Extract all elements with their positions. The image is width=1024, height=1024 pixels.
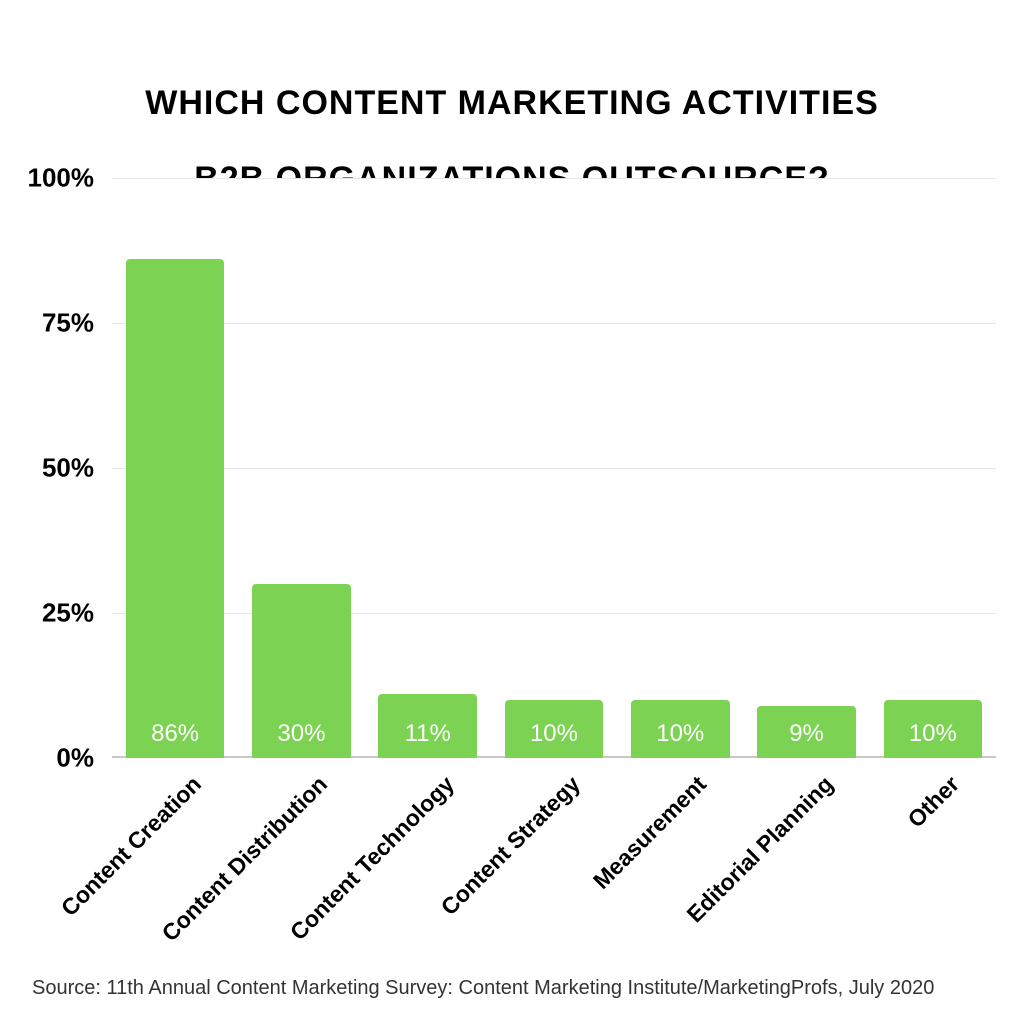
- bar-slot: 10%Measurement: [617, 178, 743, 758]
- bar-slot: 9%Editorial Planning: [743, 178, 869, 758]
- y-axis-tick-label: 25%: [42, 598, 112, 629]
- bar-slot: 86%Content Creation: [112, 178, 238, 758]
- bar: 10%: [505, 700, 604, 758]
- bar: 86%: [126, 259, 225, 758]
- bar-value-label: 10%: [884, 720, 983, 748]
- bar-chart: 86%Content Creation30%Content Distributi…: [112, 178, 996, 758]
- bar-slot: 30%Content Distribution: [238, 178, 364, 758]
- bar: 11%: [378, 694, 477, 758]
- bar-value-label: 86%: [126, 720, 225, 748]
- chart-container: WHICH CONTENT MARKETING ACTIVITIES B2B O…: [0, 0, 1024, 1024]
- bar-value-label: 9%: [757, 720, 856, 748]
- bar: 10%: [884, 700, 983, 758]
- bar-value-label: 10%: [505, 720, 604, 748]
- bar-slot: 11%Content Technology: [365, 178, 491, 758]
- y-axis-tick-label: 50%: [42, 453, 112, 484]
- bar-slot: 10%Content Strategy: [491, 178, 617, 758]
- y-axis-tick-label: 100%: [28, 163, 113, 194]
- bar: 9%: [757, 706, 856, 758]
- bar-value-label: 10%: [631, 720, 730, 748]
- bars-group: 86%Content Creation30%Content Distributi…: [112, 178, 996, 758]
- bar-value-label: 11%: [378, 720, 477, 748]
- x-axis-category-label: Other: [889, 758, 964, 833]
- y-axis-tick-label: 0%: [56, 743, 112, 774]
- bar-value-label: 30%: [252, 720, 351, 748]
- title-line-1: WHICH CONTENT MARKETING ACTIVITIES: [145, 84, 879, 122]
- bar-slot: 10%Other: [870, 178, 996, 758]
- source-citation: Source: 11th Annual Content Marketing Su…: [32, 977, 934, 1000]
- chart-title: WHICH CONTENT MARKETING ACTIVITIES B2B O…: [0, 46, 1024, 198]
- bar: 30%: [252, 584, 351, 758]
- y-axis-tick-label: 75%: [42, 308, 112, 339]
- bar: 10%: [631, 700, 730, 758]
